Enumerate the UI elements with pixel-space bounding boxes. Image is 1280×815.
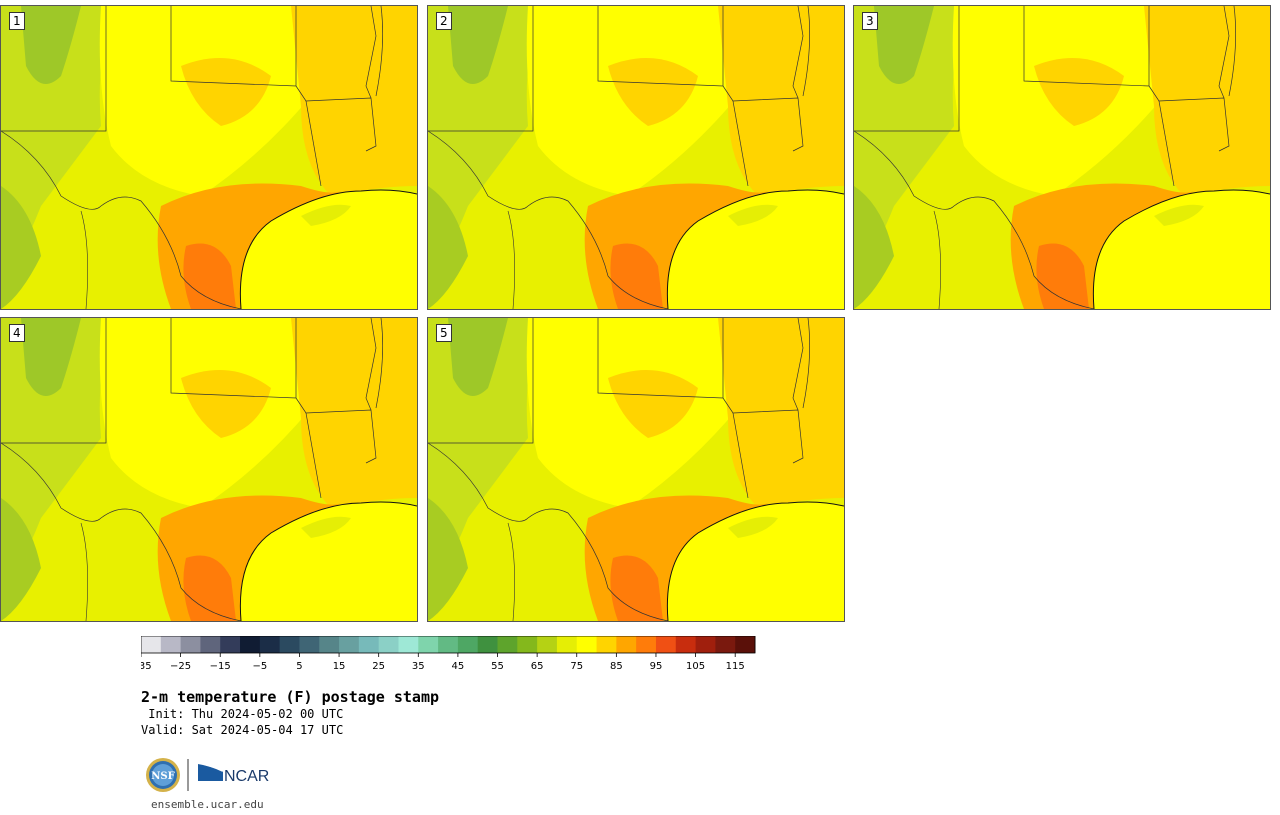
colorbar-segment xyxy=(339,636,360,653)
colorbar-segment xyxy=(675,636,697,653)
colorbar-segment xyxy=(279,636,300,653)
colorbar-segment xyxy=(160,636,182,653)
colorbar-segment xyxy=(636,636,657,653)
temperature-map xyxy=(428,318,844,621)
temperature-map xyxy=(1,6,417,309)
panel-number-label: 5 xyxy=(436,324,452,342)
title-block: 2-m temperature (F) postage stamp Init: … xyxy=(141,688,439,738)
colorbar-tick-label: 5 xyxy=(296,661,302,672)
colorbar-segment xyxy=(378,636,399,653)
nsf-logo-icon xyxy=(146,758,180,792)
temperature-colorbar: −35 −25 −15 −5 5 15 25 35 45 55 65 75 85 95 105 115 xyxy=(141,636,756,672)
colorbar-segment xyxy=(418,636,439,653)
colorbar-tick-label: −5 xyxy=(252,661,267,672)
colorbar-tick-label: 55 xyxy=(491,661,504,672)
colorbar-segment xyxy=(537,636,558,653)
nsf-logo-text: NSF xyxy=(151,771,174,782)
valid-time: Valid: Sat 2024-05-04 17 UTC xyxy=(141,723,344,737)
colorbar-segment xyxy=(200,636,221,653)
colorbar-segment xyxy=(497,636,518,653)
nsf-ncar-logo: NSF NCAR xyxy=(145,757,275,797)
colorbar-tick-label: −25 xyxy=(170,661,191,672)
panel-number-label: 3 xyxy=(862,12,878,30)
colorbar-segment xyxy=(596,636,617,653)
colorbar-segment xyxy=(715,636,736,653)
colorbar-tick-label: 65 xyxy=(531,661,544,672)
colorbar-tick-label: 95 xyxy=(650,661,663,672)
panel-number-label: 2 xyxy=(436,12,452,30)
forecast-panel-5: 5 xyxy=(427,317,845,622)
temperature-map xyxy=(428,6,844,309)
footer-url[interactable]: ensemble.ucar.edu xyxy=(151,798,264,811)
colorbar-segment xyxy=(457,636,479,653)
colorbar-segment xyxy=(220,636,241,653)
colorbar-segment xyxy=(735,636,756,653)
colorbar-tick-label: −35 xyxy=(141,661,152,672)
colorbar-segment xyxy=(141,636,162,653)
colorbar-tick-label: 25 xyxy=(372,661,385,672)
colorbar-tick-label: 115 xyxy=(726,661,745,672)
colorbar-segment xyxy=(576,636,598,653)
colorbar-tick-label: 75 xyxy=(570,661,583,672)
colorbar-segment xyxy=(438,636,459,653)
colorbar-segment xyxy=(398,636,419,653)
forecast-panel-2: 2 xyxy=(427,5,845,310)
ncar-logo-icon xyxy=(197,762,224,781)
colorbar-segment xyxy=(180,636,201,653)
colorbar-segment xyxy=(695,636,716,653)
colorbar-tick-label: −15 xyxy=(210,661,231,672)
temperature-map xyxy=(854,6,1270,309)
colorbar-segment xyxy=(616,636,637,653)
colorbar-segment xyxy=(319,636,340,653)
colorbar-tick-label: 85 xyxy=(610,661,623,672)
map-title: 2-m temperature (F) postage stamp xyxy=(141,688,440,706)
colorbar-segment xyxy=(556,636,578,653)
panel-number-label: 1 xyxy=(9,12,25,30)
colorbar-segment xyxy=(299,636,320,653)
forecast-panel-3: 3 xyxy=(853,5,1271,310)
colorbar-segment xyxy=(358,636,380,653)
colorbar-segment xyxy=(517,636,538,653)
init-time: Init: Thu 2024-05-02 00 UTC xyxy=(141,707,344,721)
forecast-panel-4: 4 xyxy=(0,317,418,622)
colorbar-segment xyxy=(655,636,677,653)
panel-number-label: 4 xyxy=(9,324,25,342)
ncar-logo-text: NCAR xyxy=(224,768,269,785)
temperature-map xyxy=(1,318,417,621)
colorbar-tick-label: 105 xyxy=(686,661,705,672)
colorbar-segment xyxy=(259,636,281,653)
colorbar-tick-label: 35 xyxy=(412,661,425,672)
colorbar-segment xyxy=(240,636,261,653)
forecast-panel-1: 1 xyxy=(0,5,418,310)
colorbar-tick-label: 45 xyxy=(452,661,465,672)
colorbar-segment xyxy=(477,636,499,653)
colorbar-tick-label: 15 xyxy=(333,661,346,672)
